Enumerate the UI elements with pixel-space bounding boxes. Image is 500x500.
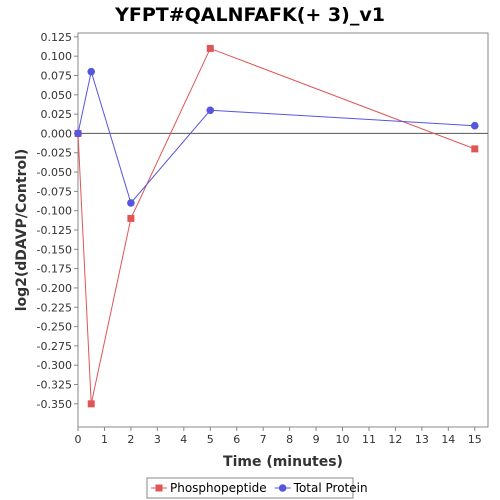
data-point (206, 44, 214, 52)
data-point (87, 67, 96, 76)
y-axis-title: log2(dDAVP/Control) (14, 149, 30, 312)
y-tick-label: 0.025 (41, 108, 73, 121)
x-tick-label: 8 (286, 433, 293, 446)
y-tick-label: 0.000 (41, 127, 73, 140)
data-point (206, 106, 215, 115)
x-tick-label: 11 (362, 433, 376, 446)
y-tick-label: -0.150 (37, 243, 72, 256)
plot-frame (77, 32, 489, 428)
y-tick-label: -0.350 (37, 398, 72, 411)
x-axis-title: Time (minutes) (223, 454, 343, 470)
data-point (87, 400, 95, 408)
y-tick-label: -0.075 (37, 185, 72, 198)
x-tick-label: 7 (260, 433, 267, 446)
y-tick-label: -0.175 (37, 263, 72, 276)
legend-label: Total Protein (293, 481, 368, 495)
data-point (470, 121, 479, 130)
legend-box (146, 477, 354, 499)
y-tick-label: 0.100 (41, 50, 73, 63)
x-tick-label: 13 (415, 433, 429, 446)
x-tick-label: 15 (468, 433, 482, 446)
legend-label: Phosphopeptide (170, 481, 267, 495)
legend-item-2: Total Protein (274, 481, 368, 495)
y-tick-label: -0.025 (37, 147, 72, 160)
y-tick-label: -0.050 (37, 166, 72, 179)
y-tick-label: 0.050 (41, 89, 73, 102)
chart-title: YFPT#QALNFAFK(+ 3)_v1 (114, 4, 385, 26)
x-tick-label: 4 (180, 433, 187, 446)
x-tick-label: 6 (233, 433, 240, 446)
x-tick-label: 0 (75, 433, 82, 446)
x-tick-label: 3 (154, 433, 161, 446)
x-tick-label: 14 (441, 433, 455, 446)
y-tick-label: -0.225 (37, 301, 72, 314)
x-tick-label: 10 (336, 433, 350, 446)
y-tick-label: -0.300 (37, 359, 72, 372)
x-tick-label: 12 (388, 433, 402, 446)
x-tick-label: 2 (127, 433, 134, 446)
y-tick-label: -0.250 (37, 321, 72, 334)
legend-item-1: Phosphopeptide (151, 481, 267, 495)
legend-marker (278, 484, 287, 492)
x-tick-label: 9 (313, 433, 320, 446)
y-tick-label: -0.200 (37, 282, 72, 295)
x-tick-label: 1 (101, 433, 108, 446)
series-2 (74, 67, 479, 207)
legend: Phosphopeptide Total Protein (146, 477, 368, 499)
y-tick-label: -0.125 (37, 224, 72, 237)
y-tick-label: 0.075 (41, 69, 73, 82)
y-tick-label: 0.125 (41, 31, 73, 44)
legend-marker (155, 484, 163, 492)
y-tick-label: -0.275 (37, 340, 72, 353)
y-tick-label: -0.100 (37, 205, 72, 218)
data-point (127, 214, 135, 222)
data-point (471, 145, 479, 153)
x-tick-label: 5 (207, 433, 214, 446)
y-tick-label: -0.325 (37, 379, 72, 392)
data-point (74, 129, 82, 138)
data-point (127, 199, 135, 207)
plot-area: 0.125 0.100 0.075 0.050 0.025 0.000 -0.025 -0.0… (37, 31, 489, 446)
